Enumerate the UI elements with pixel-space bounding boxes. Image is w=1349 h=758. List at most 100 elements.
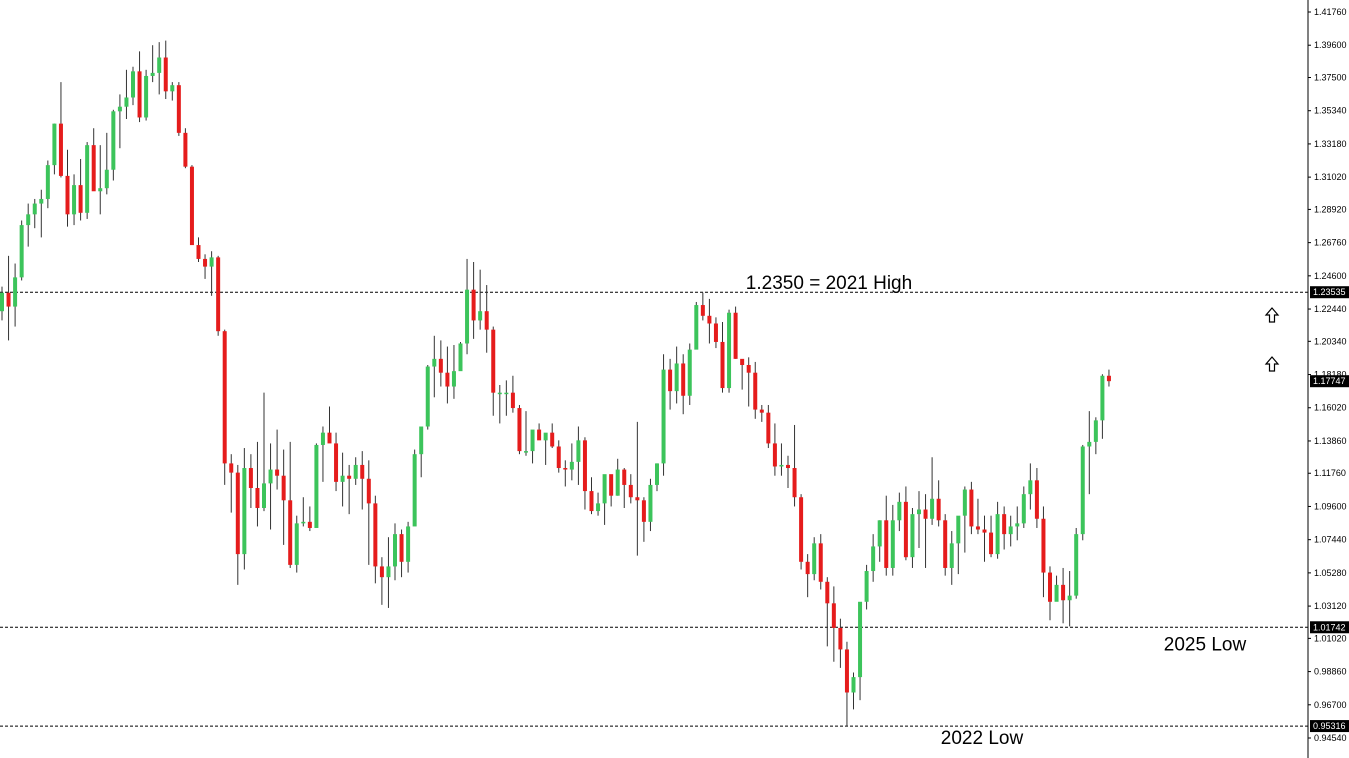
price-tag: 1.17747 [1310,375,1349,388]
candle [419,426,424,478]
candle-body [543,432,548,441]
candle-body [550,432,555,447]
price-tag-bg [1310,621,1349,634]
axis-tick-label: 1.13860 [1314,436,1347,446]
candle [176,82,181,136]
price-tag-label: 1.23535 [1313,287,1346,297]
candle-body [838,627,843,650]
candle-body [674,363,679,392]
candle [393,523,397,581]
axis-tick-label: 1.35340 [1314,106,1347,116]
candle [229,454,234,513]
candle [949,531,954,585]
candle [275,429,280,490]
candle-body [189,166,194,246]
candle-body [340,475,345,482]
candle [26,203,31,247]
candle [956,515,961,575]
candle [1080,444,1085,541]
candle [163,40,168,100]
candle [989,515,994,558]
axis-tick-label: 1.39600 [1314,40,1347,50]
candle-body [268,469,273,484]
candle [471,261,476,339]
candle-body [72,185,77,215]
candle [655,463,659,492]
candle-body [1048,572,1052,602]
candle-body [294,523,299,565]
candle-body [589,491,594,512]
candle-body [13,277,18,307]
candle-body [1074,534,1079,596]
candle-body [412,454,417,527]
candle-body [923,509,928,519]
candle [550,423,555,449]
axis-tick-label: 1.22440 [1314,304,1347,314]
candle [288,441,293,568]
candle [943,514,948,576]
candle-body [694,305,699,350]
candle-body [759,409,764,413]
candle-body [1080,446,1085,535]
candle-body [897,501,902,521]
candle [98,145,103,215]
candle [1087,411,1092,495]
candle [510,375,515,413]
candle-body [45,165,50,199]
candle [91,128,96,192]
candle-body [1054,584,1059,602]
candle-body [458,343,463,372]
candle-body [890,520,895,568]
candle [622,468,627,508]
candle [379,557,384,605]
price-tag: 1.23535 [1310,286,1349,299]
candle [353,457,358,485]
candle [877,520,882,562]
level-annotation: 2025 Low [1164,634,1247,655]
candle-body [235,472,240,555]
candle [45,160,50,209]
candle [727,309,732,393]
candle [366,460,371,565]
candle [975,498,980,535]
candle-body [157,57,162,73]
candle-body [163,57,168,92]
candle [602,474,607,525]
candle [1100,374,1105,439]
candle-body [635,497,640,501]
price-tags: 1.23535 1.01742 0.95316 1.17747 [1310,286,1349,733]
axis-tick-label: 1.07440 [1314,535,1347,545]
candle-body [740,358,745,366]
candle-body [943,520,948,568]
candle [203,254,208,279]
candle [818,534,823,590]
candle-body [615,469,620,496]
candle [216,255,221,336]
candle [759,404,764,422]
candle [648,478,653,532]
axis-tick-label: 1.24600 [1314,271,1347,281]
candle [844,641,849,727]
candle-body [779,464,784,467]
price-tag-label: 0.95316 [1313,721,1346,731]
candle-body [78,185,83,213]
candle [720,321,725,393]
candle [1048,566,1052,621]
candle-body [320,432,325,445]
price-axis: 1.41760 1.39600 1.37500 1.35340 1.33180 1.310… [1307,0,1347,758]
axis-tick-label: 0.98860 [1314,667,1347,677]
candle-body [655,463,659,485]
candle-body [844,649,849,693]
candle [910,507,915,568]
candle-body [1021,494,1026,524]
candle [936,480,941,527]
candle [124,69,129,120]
candle-body [858,601,863,678]
candle-body [1008,526,1013,535]
axis-tick-label: 1.28920 [1314,204,1347,214]
candle [111,109,116,181]
candle-body [687,349,692,396]
candle [58,82,63,178]
